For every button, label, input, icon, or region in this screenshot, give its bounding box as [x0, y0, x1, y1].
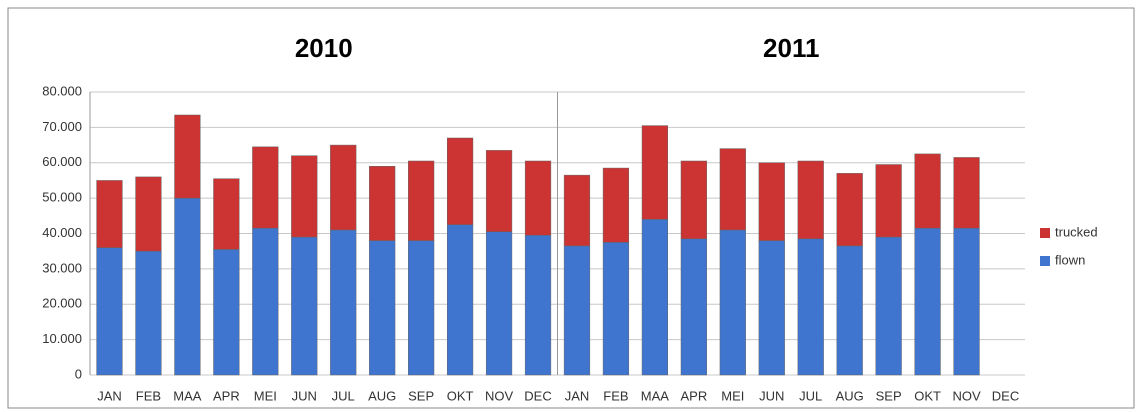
bar-segment — [680, 238, 707, 376]
bar-segment — [914, 153, 941, 229]
y-tick-label: 60.000 — [42, 154, 82, 169]
bar-segment — [602, 242, 630, 376]
bar-segment — [524, 235, 552, 376]
y-tick-label: 50.000 — [42, 190, 82, 205]
y-tick-label: 80.000 — [42, 83, 82, 98]
x-tick-label: OKT — [914, 388, 941, 403]
bar-segment — [252, 146, 279, 229]
group-title: 2011 — [763, 33, 819, 63]
bar-segment — [408, 240, 435, 376]
bar-segment — [291, 236, 318, 376]
bar-segment — [953, 157, 980, 229]
bar-segment — [758, 240, 785, 376]
bar-segment — [836, 245, 863, 376]
bar-segment — [135, 250, 162, 376]
legend-label: trucked — [1055, 224, 1098, 239]
bar-segment — [213, 249, 240, 376]
bar-segment — [485, 231, 513, 376]
y-tick-label: 70.000 — [42, 119, 82, 134]
y-tick-label: 40.000 — [42, 225, 82, 240]
x-tick-label: MAA — [173, 388, 202, 403]
legend-swatch — [1040, 256, 1050, 266]
x-tick-label: MEI — [254, 388, 277, 403]
x-tick-label: JAN — [97, 388, 122, 403]
bar-segment — [914, 227, 941, 376]
legend-swatch — [1040, 228, 1050, 238]
bar-segment — [485, 150, 513, 232]
bar-segment — [96, 247, 123, 376]
x-tick-label: JAN — [565, 388, 590, 403]
bar-segment — [174, 197, 201, 376]
bar-segment — [330, 144, 357, 231]
bar-segment — [797, 238, 824, 376]
y-tick-label: 0 — [75, 366, 82, 381]
bar-segment — [953, 227, 980, 376]
x-tick-label: OKT — [447, 388, 474, 403]
bar-segment — [719, 229, 746, 376]
bar-segment — [524, 160, 552, 236]
x-tick-label: DEC — [992, 388, 1019, 403]
x-tick-label: JUN — [759, 388, 784, 403]
x-tick-label: FEB — [136, 388, 161, 403]
bar-segment — [563, 245, 591, 376]
x-tick-label: JUL — [799, 388, 822, 403]
bar-segment — [408, 160, 435, 241]
bar-segment — [563, 174, 591, 247]
x-tick-label: MEI — [721, 388, 744, 403]
x-tick-label: FEB — [603, 388, 628, 403]
bar-segment — [641, 219, 669, 376]
legend-label: flown — [1055, 252, 1085, 267]
y-tick-label: 10.000 — [42, 331, 82, 346]
x-tick-label: NOV — [952, 388, 981, 403]
x-tick-label: AUG — [836, 388, 864, 403]
bar-segment — [369, 166, 396, 241]
bar-segment — [446, 224, 474, 376]
bar-segment — [797, 160, 824, 240]
x-tick-label: SEP — [408, 388, 434, 403]
bar-segment — [291, 155, 318, 238]
x-tick-label: MAA — [641, 388, 670, 403]
bar-segment — [680, 160, 707, 240]
bar-segment — [213, 178, 240, 250]
x-tick-label: JUL — [332, 388, 355, 403]
x-tick-label: JUN — [292, 388, 317, 403]
x-tick-label: APR — [213, 388, 240, 403]
y-tick-label: 20.000 — [42, 296, 82, 311]
bar-segment — [641, 125, 669, 220]
group-title: 2010 — [295, 33, 353, 63]
bar-segment — [602, 167, 630, 243]
bar-segment — [836, 173, 863, 247]
x-tick-label: NOV — [485, 388, 514, 403]
bar-segment — [96, 180, 123, 248]
bar-segment — [446, 137, 474, 225]
bar-segment — [758, 162, 785, 241]
bar-segment — [252, 227, 279, 376]
x-tick-label: SEP — [876, 388, 902, 403]
bar-segment — [330, 229, 357, 376]
y-tick-label: 30.000 — [42, 260, 82, 275]
bar-segment — [174, 114, 201, 199]
x-tick-label: APR — [680, 388, 707, 403]
bar-segment — [875, 164, 902, 238]
x-tick-label: AUG — [368, 388, 396, 403]
bar-segment — [875, 236, 902, 376]
bar-segment — [369, 240, 396, 376]
bar-segment — [719, 148, 746, 231]
x-tick-label: DEC — [524, 388, 551, 403]
bar-segment — [135, 176, 162, 252]
